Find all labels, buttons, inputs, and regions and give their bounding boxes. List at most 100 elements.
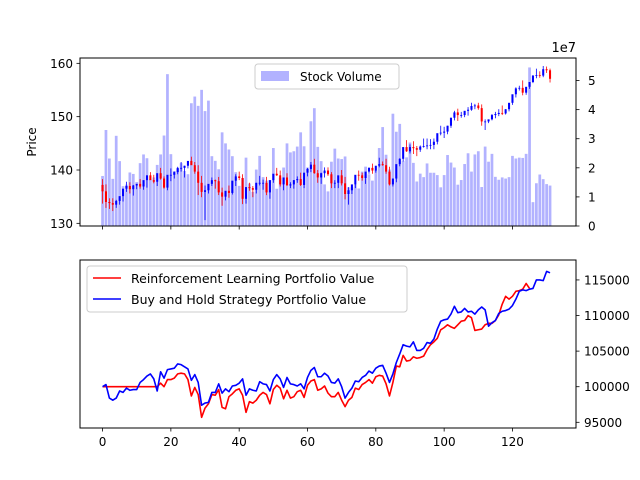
volume-bar	[360, 171, 364, 226]
volume-bar	[470, 171, 473, 226]
volume-bar	[473, 154, 477, 226]
candle-body	[145, 175, 148, 181]
candle-body	[265, 182, 268, 193]
rl-legend-label: Reinforcement Learning Portfolio Value	[131, 271, 375, 286]
candle-body	[159, 173, 162, 179]
candle-body	[354, 174, 357, 185]
volume-bar	[538, 174, 542, 226]
volume-bar	[408, 142, 412, 226]
candle-body	[395, 164, 398, 179]
price-tick-label: 130	[50, 217, 73, 231]
volume-bar	[350, 187, 354, 226]
candle-body	[142, 180, 145, 187]
volume-bar	[507, 177, 511, 226]
candle-body	[224, 190, 227, 197]
rl-portfolio-line	[102, 282, 531, 419]
volume-bar	[234, 172, 238, 226]
candle-body	[337, 175, 340, 183]
bottom-x-tick-label: 40	[232, 435, 247, 449]
candle-body	[398, 158, 401, 165]
volume-bar	[268, 180, 272, 226]
candle-body	[364, 171, 367, 178]
volume-bar	[391, 113, 395, 226]
volume-bar	[480, 187, 484, 226]
volume-bar	[398, 123, 402, 226]
candle-body	[197, 171, 200, 183]
volume-bar	[535, 183, 538, 226]
volume-bar	[340, 159, 344, 226]
volume-bar	[432, 172, 436, 226]
volume-bar	[497, 179, 501, 226]
volume-bar	[531, 202, 535, 226]
candle-body	[320, 173, 323, 178]
bottom-x-axis: 0 20 40 60 80 100 120	[99, 428, 524, 449]
portfolio-value-tick-label: 95000	[584, 416, 622, 430]
candle-body	[108, 202, 111, 204]
candle-body	[412, 147, 415, 149]
price-candles	[101, 66, 552, 221]
volume-bar	[145, 158, 149, 226]
volume-bar	[541, 179, 545, 226]
volume-bar	[203, 111, 207, 226]
candle-body	[391, 178, 394, 185]
candle-body	[309, 164, 312, 169]
volume-bar	[517, 157, 521, 226]
candle-body	[525, 86, 528, 93]
volume-bar	[152, 177, 156, 226]
volume-bar	[381, 127, 385, 226]
top-panel: 130 140 150 160 0 1 2 3 4 5 1e7 Price Stock Volu…	[25, 41, 596, 234]
bottom-panel: 95000 100000 105000 110000 115000 0 20 40 60 80 1…	[79, 259, 630, 449]
volume-bar	[309, 121, 313, 226]
portfolio-lines	[102, 270, 551, 419]
volume-bar	[388, 169, 391, 226]
volume-bar	[179, 163, 183, 226]
volume-bar	[353, 184, 357, 226]
candle-body	[272, 173, 275, 181]
bh-legend-label: Buy and Hold Strategy Portfolio Value	[131, 292, 366, 307]
bottom-x-tick-label: 100	[433, 435, 456, 449]
volume-bar	[412, 162, 415, 226]
volume-bar	[248, 183, 251, 226]
volume-bar	[200, 89, 203, 226]
candle-body	[190, 160, 193, 166]
candle-body	[385, 165, 388, 172]
candle-body	[350, 184, 353, 191]
volume-bar	[169, 154, 173, 226]
volume-bar	[446, 155, 449, 226]
candle-body	[436, 133, 439, 142]
candle-body	[467, 109, 470, 111]
volume-bar	[108, 158, 111, 226]
volume-bar	[371, 180, 374, 226]
candle-body	[374, 165, 377, 171]
volume-bar	[459, 180, 463, 226]
candle-body	[316, 173, 319, 178]
candle-body	[111, 203, 114, 205]
volume-bar	[504, 178, 507, 226]
candle-body	[292, 180, 295, 185]
candle-body	[371, 167, 374, 171]
volume-bar	[377, 148, 381, 226]
candle-body	[473, 105, 476, 107]
candle-body	[210, 180, 213, 184]
candle-body	[422, 146, 425, 147]
portfolio-value-axis: 95000 100000 105000 110000 115000	[576, 273, 630, 430]
volume-bar	[521, 157, 525, 226]
candle-body	[183, 165, 186, 168]
candle-body	[456, 112, 459, 116]
candle-body	[207, 183, 210, 191]
top-x-ticks	[102, 226, 513, 230]
volume-legend-swatch	[261, 71, 289, 81]
candle-body	[234, 176, 237, 181]
candle-body	[549, 70, 552, 79]
volume-bar	[282, 167, 285, 226]
volume-bar	[401, 161, 405, 226]
volume-bar	[319, 161, 323, 226]
volume-bar	[118, 161, 121, 226]
candle-body	[248, 187, 251, 189]
candle-body	[238, 176, 241, 178]
volume-bar	[483, 146, 487, 226]
bottom-x-tick-label: 60	[300, 435, 315, 449]
candle-body	[118, 196, 121, 201]
candle-body	[104, 191, 107, 202]
portfolio-value-tick-label: 115000	[584, 273, 630, 287]
